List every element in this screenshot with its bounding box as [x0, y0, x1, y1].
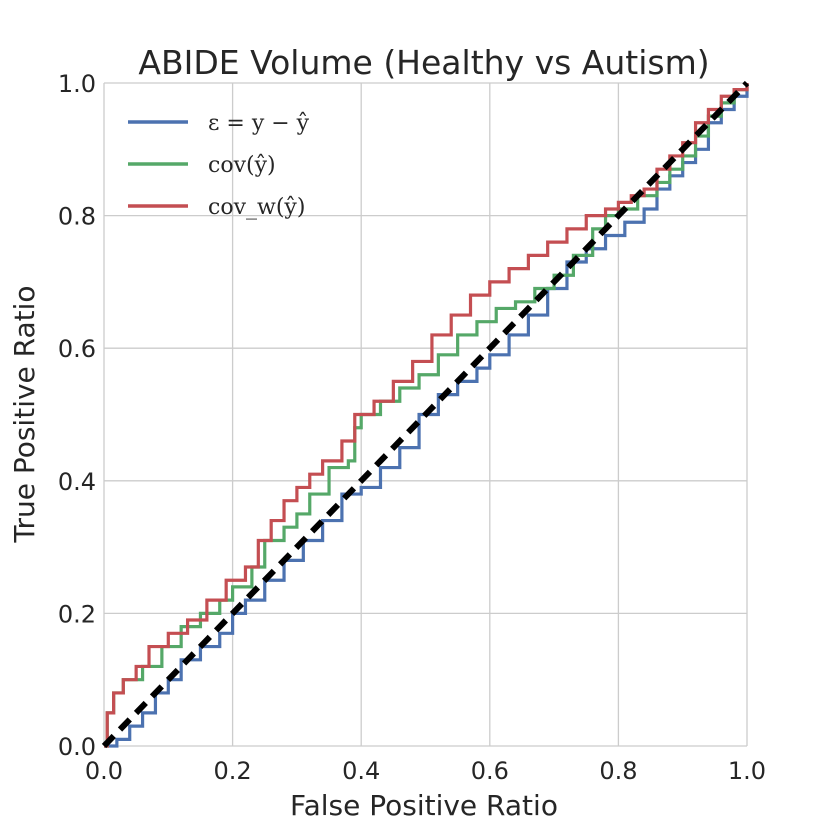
y-tick-label: 0.2	[58, 600, 96, 628]
x-tick-label: 0.4	[342, 757, 380, 785]
series-line-0	[104, 83, 749, 748]
legend-label-2: cov_w(ŷ)	[208, 195, 305, 220]
y-tick-label: 0.4	[58, 468, 96, 496]
y-axis-label: True Positive Ratio	[8, 285, 41, 543]
legend: ε = y − ŷ cov(ŷ) cov_w(ŷ)	[128, 111, 310, 220]
series-line-2	[104, 83, 749, 748]
series-layer	[104, 83, 749, 748]
y-tick-label: 0.8	[58, 203, 96, 231]
legend-label-1: cov(ŷ)	[208, 153, 276, 178]
series-line-1	[104, 83, 749, 748]
x-tick-label: 0.6	[471, 757, 509, 785]
legend-label-0: ε = y − ŷ	[208, 111, 310, 136]
x-tick-label: 0.2	[214, 757, 252, 785]
chance-diagonal-line	[101, 80, 750, 749]
x-tick-label: 1.0	[728, 757, 766, 785]
x-tick-labels: 0.0 0.2 0.4 0.6 0.8 1.0	[85, 757, 766, 785]
x-axis-label: False Positive Ratio	[290, 789, 558, 822]
y-tick-label: 0.0	[58, 733, 96, 761]
y-tick-label: 0.6	[58, 335, 96, 363]
x-tick-label: 0.8	[599, 757, 637, 785]
chart-title: ABIDE Volume (Healthy vs Autism)	[138, 43, 709, 82]
x-tick-label: 0.0	[85, 757, 123, 785]
grid	[103, 82, 748, 747]
y-tick-label: 1.0	[58, 70, 96, 98]
y-tick-labels: 0.0 0.2 0.4 0.6 0.8 1.0	[58, 70, 96, 761]
